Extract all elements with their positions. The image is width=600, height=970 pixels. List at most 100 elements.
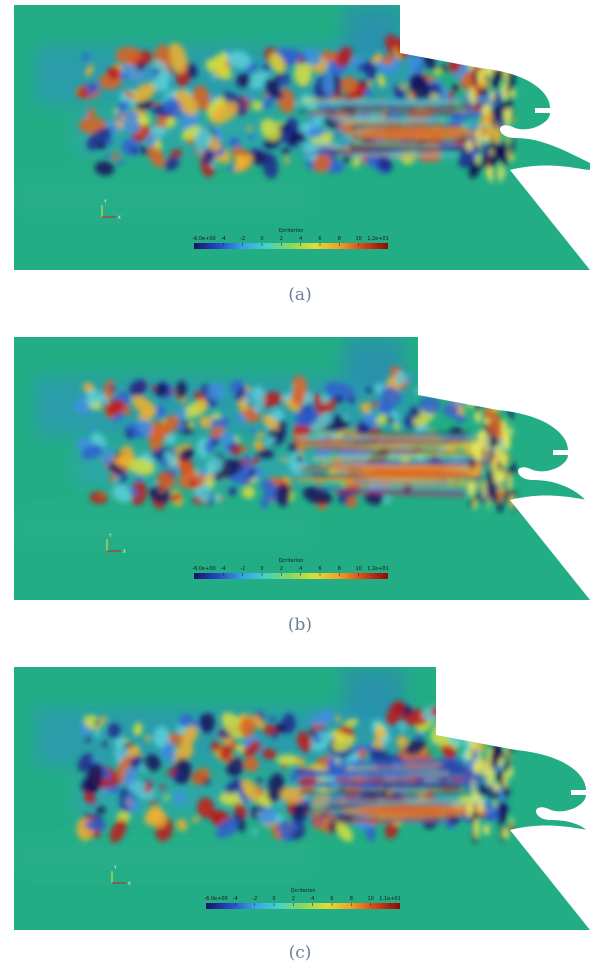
- vortex: [228, 50, 252, 69]
- vortex: [281, 763, 287, 769]
- vortex: [114, 476, 121, 482]
- propeller-vortex: [500, 800, 506, 813]
- propeller-vortex: [509, 89, 517, 97]
- streak: [298, 767, 479, 777]
- vortex: [302, 486, 332, 505]
- streak: [344, 437, 472, 443]
- colorbar-tick-label: 1.2e+01: [367, 236, 389, 242]
- vortex: [276, 482, 291, 507]
- propeller-vortex: [465, 750, 473, 760]
- propeller-vortex: [509, 816, 514, 830]
- vortex: [335, 821, 353, 842]
- vortex: [137, 114, 151, 127]
- vortex: [210, 417, 230, 428]
- triad-label: X: [118, 215, 121, 220]
- vortex: [162, 97, 181, 115]
- propeller-vortex: [505, 464, 509, 485]
- colorbar-tick-label: 10: [355, 236, 361, 242]
- vortex: [371, 401, 378, 408]
- vortex: [271, 731, 278, 739]
- vortex: [161, 414, 179, 436]
- vortex: [84, 819, 107, 832]
- vortex: [195, 126, 212, 151]
- triad-label: X: [128, 881, 131, 886]
- vortex: [124, 89, 134, 100]
- vortex: [210, 73, 217, 80]
- vortex: [243, 756, 259, 772]
- vortex: [243, 397, 251, 405]
- vortex: [386, 416, 395, 424]
- vortex: [191, 816, 200, 823]
- vortex: [136, 419, 153, 437]
- vortex: [245, 739, 250, 747]
- caption: (b): [287, 615, 313, 635]
- core-streak: [344, 126, 484, 140]
- triad-label: Y: [113, 865, 117, 870]
- vortex: [360, 424, 369, 435]
- streak: [335, 489, 465, 497]
- vortex: [81, 444, 103, 460]
- vortex: [246, 126, 253, 131]
- propeller-vortex: [500, 419, 508, 440]
- vortex: [228, 443, 236, 451]
- colorbar-tick-label: -2: [252, 896, 257, 902]
- vortex: [344, 781, 362, 800]
- vortex: [365, 388, 375, 393]
- core-streak: [344, 466, 484, 480]
- vortex: [239, 445, 248, 453]
- vortex: [129, 379, 147, 397]
- vortex: [115, 46, 142, 64]
- propeller-vortex: [469, 498, 475, 509]
- streak: [352, 781, 462, 791]
- colorbar-tick-label: 4: [299, 566, 302, 572]
- vortex: [103, 380, 115, 401]
- propeller-vortex: [482, 824, 491, 836]
- streak: [310, 795, 438, 802]
- propeller-vortex: [472, 67, 478, 88]
- vortex: [313, 153, 331, 173]
- propeller-vortex: [500, 147, 509, 167]
- propeller-vortex: [505, 432, 511, 448]
- triad-label: X: [123, 549, 126, 554]
- colorbar-tick-label: -6.0e+00: [192, 566, 215, 572]
- streak: [301, 148, 446, 156]
- vortex: [199, 415, 213, 429]
- vortex: [86, 108, 96, 118]
- vortex: [374, 382, 385, 395]
- streak: [312, 451, 481, 461]
- vortex: [382, 54, 394, 65]
- vortex: [265, 436, 276, 446]
- vortex: [266, 773, 285, 804]
- propeller-vortex: [476, 125, 482, 148]
- vortex: [197, 797, 215, 819]
- vortex: [126, 458, 156, 476]
- streak: [328, 815, 492, 822]
- panel: Y X Qcriterion -6.0e+00 -4 -2 0 2 4 6 8 10 1.2e+01: [14, 337, 590, 600]
- propeller-vortex: [480, 87, 488, 96]
- seafloor: [510, 495, 590, 600]
- vortex: [236, 743, 245, 754]
- propeller-vortex: [469, 86, 476, 106]
- caption: (a): [288, 285, 312, 305]
- vortex: [264, 78, 281, 99]
- propeller-vortex: [477, 797, 484, 813]
- vortex: [177, 421, 186, 431]
- vortex: [317, 480, 322, 486]
- streak: [298, 773, 465, 779]
- propeller-vortex: [486, 765, 495, 787]
- vortex: [156, 472, 175, 490]
- vortex: [109, 473, 117, 483]
- vortex: [129, 755, 143, 768]
- propeller-vortex: [494, 799, 497, 810]
- colorbar-tick-label: 2: [292, 896, 295, 902]
- vortex: [352, 156, 360, 168]
- vortex: [106, 399, 125, 416]
- propeller-vortex: [502, 827, 510, 839]
- colorbar-tick-label: 0: [260, 566, 263, 572]
- colorbar-tick-label: 1.1e+01: [379, 896, 401, 902]
- vortex: [381, 386, 402, 406]
- vortex: [174, 89, 198, 116]
- vortex: [84, 736, 91, 742]
- vortex: [156, 405, 166, 418]
- vortex: [443, 402, 459, 418]
